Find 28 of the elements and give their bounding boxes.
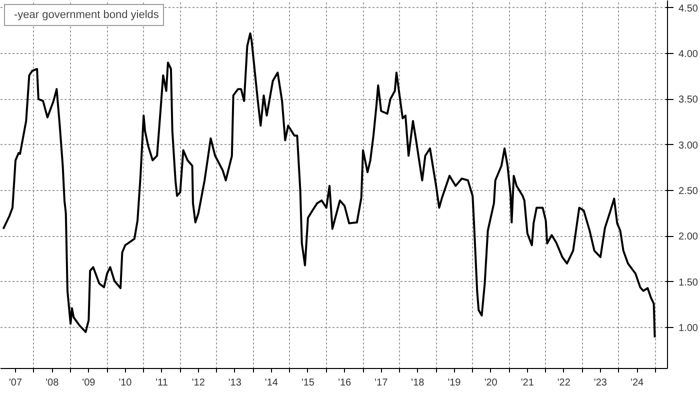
y-tick-label: 4.50 — [678, 3, 698, 14]
x-tick-label: '19 — [448, 378, 462, 388]
x-tick-label: '22 — [557, 378, 571, 388]
x-tick-label: '11 — [156, 378, 168, 388]
y-tick-label: 3.00 — [678, 140, 698, 152]
y-tick-label: 4.00 — [678, 48, 698, 60]
y-tick-label: 1.50 — [678, 277, 698, 288]
x-tick-label: '12 — [192, 378, 206, 388]
y-tick-label: 3.50 — [678, 94, 698, 106]
x-tick-label: '24 — [630, 378, 644, 388]
x-tick-label: '18 — [411, 378, 425, 388]
x-tick-label: '23 — [594, 378, 608, 388]
x-tick-label: '08 — [46, 378, 60, 388]
x-tick-label: '20 — [484, 378, 498, 388]
text: -year government bond yields — [14, 9, 159, 21]
x-tick-label: '13 — [228, 378, 242, 388]
y-tick-label: 1.00 — [678, 322, 698, 334]
x-tick-label: '16 — [338, 378, 352, 388]
x-tick-label: '14 — [264, 378, 278, 388]
x-tick-label: '21 — [520, 378, 534, 388]
x-tick-label: '15 — [301, 378, 315, 388]
x-tick-label: '09 — [82, 378, 96, 388]
line-series — [2, 32, 656, 338]
x-tick-label: '07 — [8, 378, 22, 388]
x-tick-label: '17 — [374, 378, 388, 388]
y-tick-label: 2.50 — [678, 186, 698, 197]
y-tick-label: 2.00 — [678, 232, 698, 243]
x-tick-label: '10 — [118, 378, 132, 388]
